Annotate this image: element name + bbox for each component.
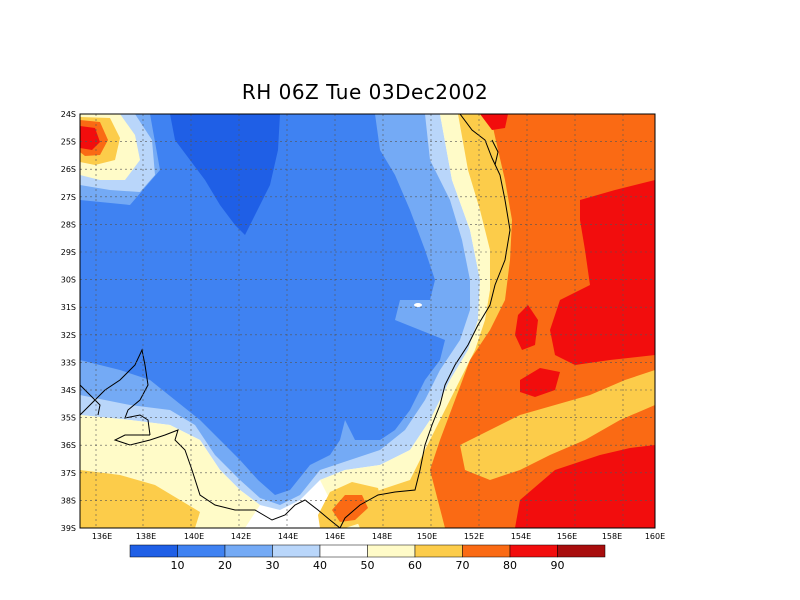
lat-label: 35S [61, 414, 76, 423]
band-80-90-nw [80, 126, 100, 150]
coastline-gulf [80, 348, 151, 436]
lon-label: 154E [511, 532, 531, 541]
colorbar-swatch [414, 544, 463, 558]
lat-label: 28S [61, 220, 76, 229]
band-60-70-sw [80, 470, 200, 528]
lon-label: 160E [645, 532, 665, 541]
plot-frame [79, 113, 656, 529]
map-title: RH 06Z Tue 03Dec2002 [241, 80, 489, 104]
lat-label: 27S [61, 193, 76, 202]
field-spot [414, 303, 422, 307]
lon-label: 140E [184, 532, 204, 541]
colorbar-swatch [272, 544, 321, 558]
lon-label: 142E [231, 532, 251, 541]
band-0-10 [170, 114, 280, 235]
colorbar-swatch [462, 544, 511, 558]
colorbar-label: 90 [551, 559, 565, 572]
lon-label: 144E [278, 532, 298, 541]
lat-label: 33S [61, 358, 76, 367]
band-80-90-se [515, 445, 655, 528]
lat-label: 24S [61, 110, 76, 119]
lat-label: 26S [61, 165, 76, 174]
lat-label: 34S [61, 386, 76, 395]
colorbar-swatch [224, 544, 273, 558]
lon-label: 152E [464, 532, 484, 541]
colorbar-label: 60 [408, 559, 422, 572]
coastline-north [491, 139, 499, 166]
band-10-20 [80, 114, 445, 495]
colorbar-label: 80 [503, 559, 517, 572]
colorbar-swatch [177, 544, 226, 558]
colorbar: 10 20 30 40 50 60 70 80 90 [129, 544, 606, 572]
colorbar-label: 70 [456, 559, 470, 572]
lon-label: 146E [325, 532, 345, 541]
lon-label: 158E [602, 532, 622, 541]
lat-axis: 24S 25S 26S 27S 28S 29S 30S 31S 32S 33S … [61, 110, 76, 533]
lat-label: 32S [61, 331, 76, 340]
grid [80, 114, 655, 528]
band-60-70-se [460, 370, 655, 480]
lat-label: 38S [61, 496, 76, 505]
lon-label: 148E [372, 532, 392, 541]
colorbar-label: 30 [266, 559, 280, 572]
lat-label: 29S [61, 248, 76, 257]
colorbar-swatch [557, 544, 606, 558]
colorbar-label: 20 [218, 559, 232, 572]
colorbar-swatch [367, 544, 416, 558]
lon-label: 136E [92, 532, 112, 541]
lat-label: 39S [61, 524, 76, 533]
lat-label: 31S [61, 303, 76, 312]
colorbar-label: 50 [361, 559, 375, 572]
lat-label: 37S [61, 469, 76, 478]
band-70-80-south [332, 495, 368, 522]
coastline-south [113, 429, 341, 528]
rh-contour-field [80, 114, 655, 528]
colorbar-label: 10 [171, 559, 185, 572]
lon-label: 138E [136, 532, 156, 541]
colorbar-swatch [509, 544, 558, 558]
band-80-90-ne [550, 180, 655, 365]
coastline-east [339, 114, 511, 528]
colorbar-label: 40 [313, 559, 327, 572]
band-80-90-top [480, 114, 508, 130]
lon-label: 156E [557, 532, 577, 541]
colorbar-swatch [129, 544, 178, 558]
band-80-90-small [515, 305, 538, 350]
colorbar-swatch [319, 544, 368, 558]
lat-label: 36S [61, 441, 76, 450]
lon-axis: 136E 138E 140E 142E 144E 146E 148E 150E … [92, 532, 665, 541]
lat-label: 30S [61, 276, 76, 285]
lon-label: 150E [417, 532, 437, 541]
lat-label: 25S [61, 138, 76, 147]
